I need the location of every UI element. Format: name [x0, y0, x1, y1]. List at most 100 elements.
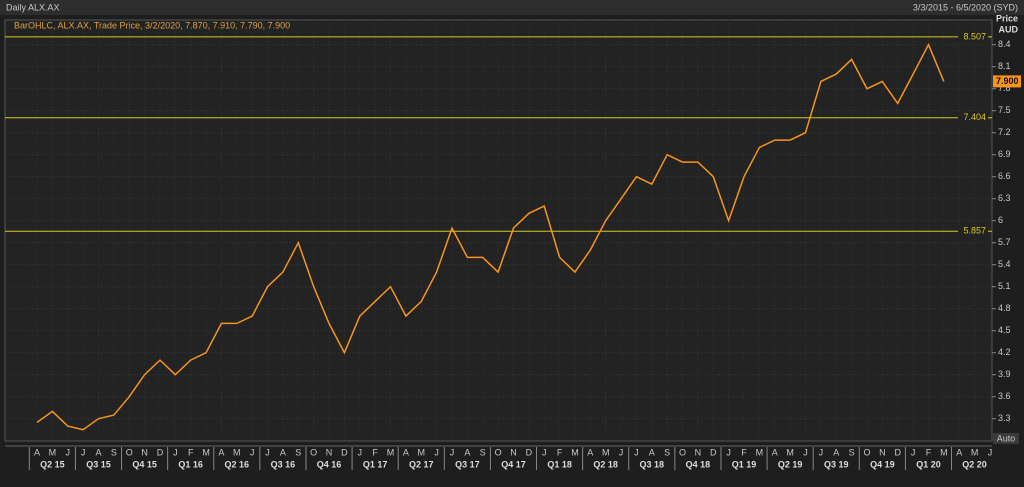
quarter-label: Q4 19 [870, 459, 895, 469]
x-tick-label: J [542, 447, 547, 457]
y-tick-label: 5.1 [998, 281, 1011, 291]
x-tick-label: J [819, 447, 824, 457]
x-tick-label: A [218, 447, 224, 457]
quarter-label: Q4 17 [501, 459, 526, 469]
x-tick-label: A [403, 447, 409, 457]
x-tick-label: A [95, 447, 101, 457]
x-tick-label: D [341, 447, 348, 457]
y-tick-label: 6 [998, 215, 1003, 225]
y-tick-label: 3.6 [998, 391, 1011, 401]
x-tick-label: S [111, 447, 117, 457]
x-tick-label: D [710, 447, 717, 457]
quarter-label: Q3 17 [455, 459, 480, 469]
y-tick-label: 6.9 [998, 149, 1011, 159]
x-tick-label: F [188, 447, 194, 457]
quarter-label: Q2 19 [778, 459, 803, 469]
level-label-bg [958, 226, 988, 237]
x-tick-label: M [49, 447, 57, 457]
x-tick-label: J [265, 447, 270, 457]
y-tick-label: 5.7 [998, 237, 1011, 247]
quarter-label: Q2 20 [962, 459, 987, 469]
x-tick-label: O [310, 447, 317, 457]
x-tick-label: M [418, 447, 426, 457]
y-tick-label: 6.3 [998, 193, 1011, 203]
x-tick-label: A [772, 447, 778, 457]
quarter-label: Q4 16 [317, 459, 342, 469]
quarter-label: Q2 15 [40, 459, 65, 469]
x-tick-label: F [372, 447, 378, 457]
x-tick-label: M [786, 447, 794, 457]
quarter-label: Q3 15 [86, 459, 111, 469]
x-tick-label: O [679, 447, 686, 457]
x-tick-label: M [602, 447, 610, 457]
x-tick-label: O [863, 447, 870, 457]
x-tick-label: F [741, 447, 747, 457]
auto-label[interactable]: Auto [997, 433, 1016, 443]
y-tick-label: 4.5 [998, 325, 1011, 335]
x-tick-label: N [879, 447, 886, 457]
quarter-label: Q3 16 [271, 459, 296, 469]
y-tick-label: 4.8 [998, 303, 1011, 313]
last-price-tag [993, 75, 1021, 88]
quarter-label: Q4 18 [686, 459, 711, 469]
x-tick-label: N [695, 447, 702, 457]
y-tick-label: 7.5 [998, 105, 1011, 115]
price-line [36, 42, 945, 431]
quarter-label: Q2 16 [225, 459, 250, 469]
y-tick-label: 8.1 [998, 61, 1011, 71]
auto-button[interactable] [993, 433, 1019, 444]
x-tick-label: O [126, 447, 133, 457]
level-label: 8.507 [963, 31, 986, 41]
quarter-label: Q1 20 [916, 459, 941, 469]
x-tick-label: A [833, 447, 839, 457]
quarter-label: Q1 19 [732, 459, 757, 469]
title-bar [0, 0, 1024, 15]
quarter-label: Q1 17 [363, 459, 388, 469]
x-tick-label: J [65, 447, 70, 457]
x-tick-label: S [295, 447, 301, 457]
x-tick-label: J [634, 447, 639, 457]
x-tick-label: A [280, 447, 286, 457]
x-tick-label: J [358, 447, 363, 457]
x-tick-label: D [157, 447, 164, 457]
y-axis-title: Price [996, 13, 1018, 23]
x-tick-label: S [849, 447, 855, 457]
y-tick-label: 7.8 [998, 83, 1011, 93]
date-range: 3/3/2015 - 6/5/2020 (SYD) [913, 2, 1018, 12]
x-tick-label: M [971, 447, 979, 457]
x-tick-label: J [434, 447, 439, 457]
y-tick-label: 8.4 [998, 39, 1011, 49]
level-label: 5.857 [963, 226, 986, 236]
x-tick-label: M [387, 447, 395, 457]
x-tick-label: S [480, 447, 486, 457]
x-tick-label: D [526, 447, 533, 457]
y-tick-label: 7.2 [998, 127, 1011, 137]
x-tick-label: F [926, 447, 932, 457]
x-tick-label: M [756, 447, 764, 457]
x-tick-label: J [450, 447, 455, 457]
quarter-label: Q2 17 [409, 459, 434, 469]
x-tick-label: M [940, 447, 948, 457]
x-tick-label: J [250, 447, 255, 457]
x-tick-label: A [649, 447, 655, 457]
quarter-label: Q3 18 [640, 459, 665, 469]
quarter-label: Q1 16 [178, 459, 203, 469]
x-tick-label: M [571, 447, 579, 457]
x-tick-label: N [326, 447, 333, 457]
y-tick-label: 6.6 [998, 171, 1011, 181]
level-label-bg [958, 112, 988, 123]
chart-title: Daily ALX.AX [6, 2, 60, 12]
level-label: 7.404 [963, 112, 986, 122]
x-tick-label: A [956, 447, 962, 457]
x-tick-label: J [726, 447, 731, 457]
x-tick-label: A [34, 447, 40, 457]
x-tick-label: O [495, 447, 502, 457]
x-tick-label: M [233, 447, 241, 457]
y-tick-label: 4.2 [998, 347, 1011, 357]
y-tick-label: 3.9 [998, 369, 1011, 379]
x-tick-label: J [988, 447, 993, 457]
y-axis-unit: AUD [999, 24, 1019, 34]
x-tick-label: N [510, 447, 517, 457]
